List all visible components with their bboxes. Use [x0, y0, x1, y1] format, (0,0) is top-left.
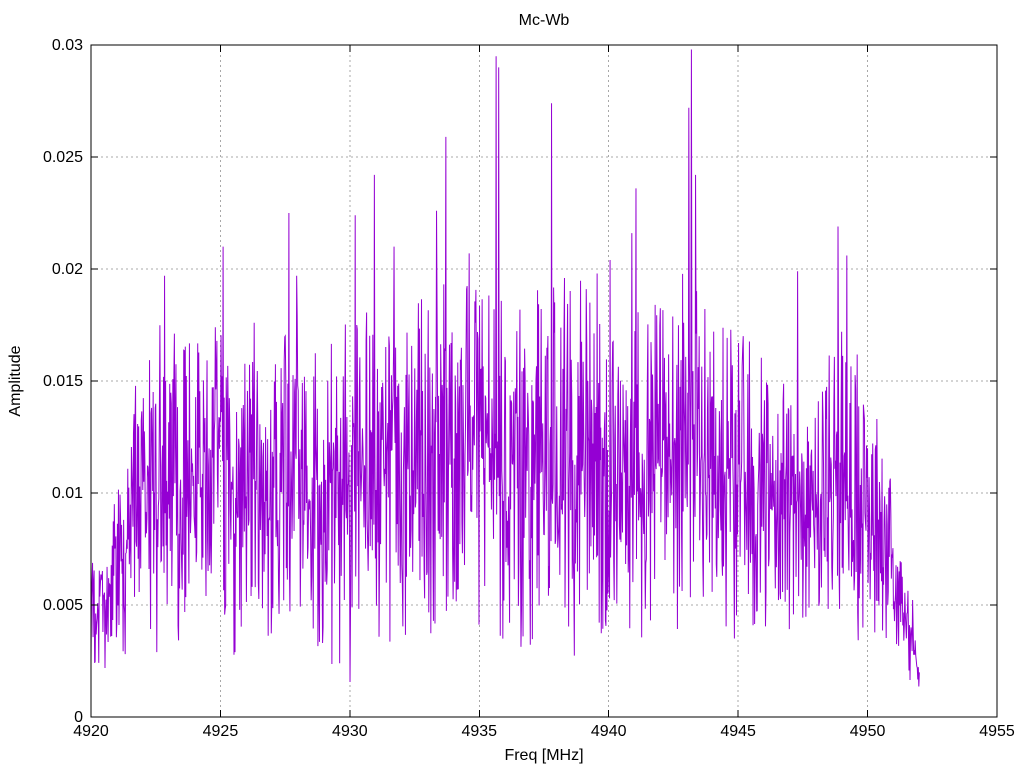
x-tick-label: 4920: [73, 723, 109, 740]
series-line: [90, 49, 920, 687]
x-tick-label: 4930: [332, 723, 368, 740]
grid-lines: [91, 45, 997, 717]
axis-tick-labels: 4920 4925 4930 4935 4940 4945 4950 4955 0 0.005 0.…: [43, 37, 1015, 740]
y-axis-label: Amplitude: [7, 345, 24, 416]
axis-ticks: [90, 44, 998, 718]
x-tick-label: 4955: [979, 723, 1015, 740]
x-axis-label: Freq [MHz]: [504, 747, 583, 764]
x-tick-label: 4935: [461, 723, 497, 740]
y-tick-label: 0: [74, 709, 83, 726]
x-tick-label: 4950: [850, 723, 886, 740]
x-tick-label: 4945: [720, 723, 756, 740]
y-tick-label: 0.015: [43, 373, 83, 390]
x-tick-label: 4940: [591, 723, 627, 740]
y-tick-label: 0.03: [52, 37, 83, 54]
chart-title: Mc-Wb: [519, 12, 570, 29]
x-tick-label: 4925: [203, 723, 239, 740]
y-tick-label: 0.025: [43, 149, 83, 166]
y-tick-label: 0.02: [52, 261, 83, 278]
y-tick-label: 0.005: [43, 597, 83, 614]
y-tick-label: 0.01: [52, 485, 83, 502]
